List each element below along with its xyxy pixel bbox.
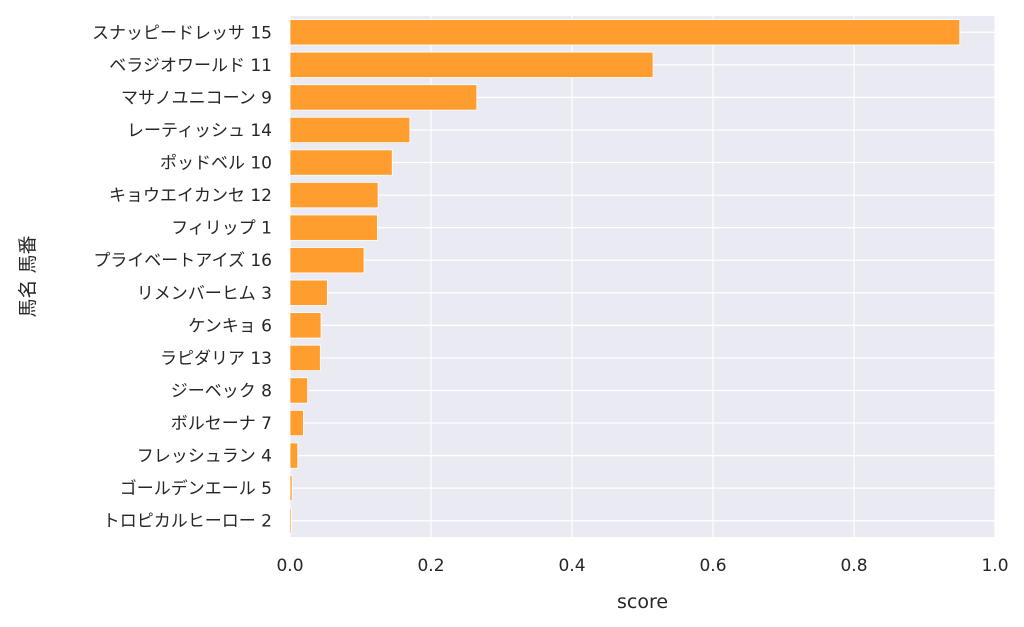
y-axis-label: 馬名 馬番: [17, 235, 39, 317]
bar: [289, 442, 299, 469]
bar: [289, 84, 478, 111]
y-tick-label: レーティッシュ 14: [127, 121, 272, 141]
y-tick-label: ジーベック 8: [171, 381, 272, 401]
bar: [289, 181, 379, 209]
y-tick-label: フィリップ 1: [171, 219, 272, 239]
bar: [289, 344, 321, 372]
x-tick-label: 0.8: [840, 556, 867, 576]
x-tick-labels: 0.0 0.2 0.4 0.6 0.8 1.0: [276, 556, 1008, 576]
bar: [289, 149, 393, 176]
bar: [289, 377, 309, 404]
bar: [289, 312, 322, 339]
x-axis-label: score: [617, 591, 668, 613]
bar: [289, 507, 292, 534]
y-tick-label: リメンバーヒム 3: [137, 284, 272, 304]
y-tick-label: ゴールデンエール 5: [120, 478, 272, 499]
bar: [289, 214, 378, 241]
bar: [289, 279, 328, 306]
bar: [289, 409, 304, 437]
y-tick-labels: スナッピードレッサ 15 ベラジオワールド 11 マサノユニコーン 9 レーティッシュ…: [92, 23, 272, 531]
bar: [289, 116, 411, 144]
bar: [289, 19, 961, 46]
x-tick-label: 0.0: [276, 556, 303, 576]
y-tick-label: ベラジオワールド 11: [109, 56, 272, 76]
y-tick-label: マサノユニコーン 9: [121, 88, 272, 108]
y-tick-label: キョウエイカンセ 12: [109, 186, 272, 206]
y-tick-label: ポッドベル 10: [160, 154, 272, 174]
y-tick-label: フレッシュラン 4: [137, 447, 272, 467]
bar: [289, 475, 293, 502]
y-tick-label: プライベートアイズ 16: [93, 251, 272, 271]
bar: [289, 247, 365, 274]
x-tick-label: 0.4: [558, 556, 585, 576]
x-tick-label: 0.6: [699, 556, 726, 576]
y-tick-label: スナッピードレッサ 15: [92, 23, 272, 43]
x-tick-label: 1.0: [981, 556, 1008, 576]
bar: [289, 51, 654, 78]
y-tick-label: トロピカルヒーロー 2: [103, 512, 272, 532]
bars: [289, 19, 961, 534]
y-tick-label: ケンキョ 6: [188, 316, 272, 336]
x-tick-label: 0.2: [417, 556, 444, 576]
y-tick-label: ラピダリア 13: [160, 349, 272, 369]
y-tick-label: ボルセーナ 7: [171, 414, 272, 434]
